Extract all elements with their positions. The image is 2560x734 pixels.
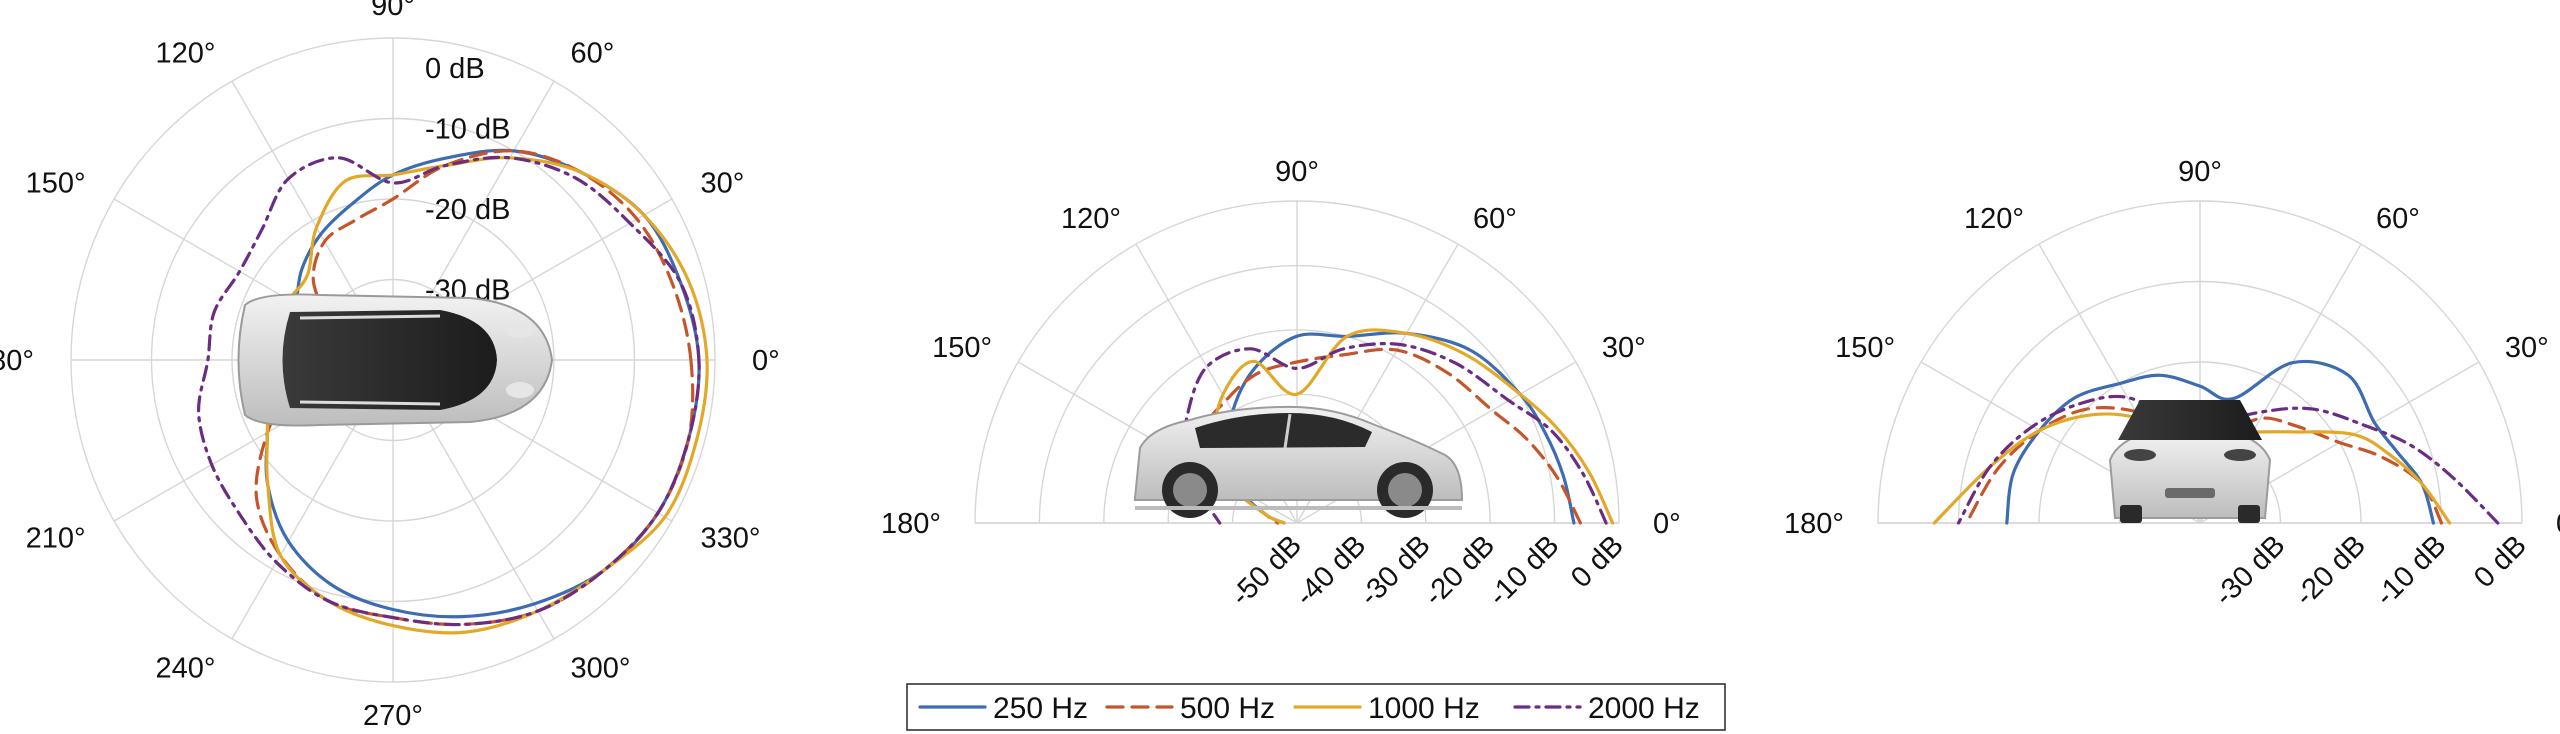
series-line-2000hz xyxy=(196,155,701,627)
theta-tick-label: 120° xyxy=(1964,203,2024,235)
theta-tick-label: 30° xyxy=(1602,332,1646,364)
theta-tick-label: 30° xyxy=(700,168,744,200)
radial-tick-label: -30 dB xyxy=(2208,529,2291,612)
grid-ring xyxy=(70,37,716,683)
grid-ring xyxy=(150,117,636,603)
grid-ring xyxy=(2038,361,2362,524)
polar-chart-side: 0°30°60°90°120°150°180°0 dB-10 dB-20 dB-… xyxy=(881,156,1681,612)
radial-tick-label: 0 dB xyxy=(425,53,485,85)
theta-tick-label: 60° xyxy=(1473,203,1517,235)
theta-tick-label: 330° xyxy=(700,523,760,555)
theta-tick-label: 270° xyxy=(363,700,423,732)
radial-tick-label: -10 dB xyxy=(2369,529,2452,612)
legend-item-2000hz: 2000 Hz xyxy=(1513,692,1700,725)
legend-label: 2000 Hz xyxy=(1588,692,1700,725)
grid-ring xyxy=(1103,329,1491,524)
legend-item-1000hz: 1000 Hz xyxy=(1293,692,1480,725)
radial-tick-label: -40 dB xyxy=(1289,529,1372,612)
theta-tick-label: 60° xyxy=(571,38,615,70)
legend-label: 250 Hz xyxy=(993,692,1088,725)
radial-tick-label: -30 dB xyxy=(1354,529,1437,612)
grid-ring xyxy=(1038,264,1556,524)
radial-tick-label: -10 dB xyxy=(425,114,510,146)
polar-chart-front: 0° 30° 60° 90° 120° 150° 180° 0 dB-10 dB-20 dB-… xyxy=(1784,156,2560,612)
radial-tick-label: -20 dB xyxy=(2289,529,2372,612)
theta-tick-label: 90° xyxy=(2178,156,2222,188)
theta-tick-label: 0° xyxy=(752,345,780,377)
series-line-250hz xyxy=(2005,359,2435,525)
legend-item-500hz: 500 Hz xyxy=(1105,692,1275,725)
legend-label: 500 Hz xyxy=(1180,692,1275,725)
legend-label: 1000 Hz xyxy=(1368,692,1480,725)
radial-tick-label: -10 dB xyxy=(1482,529,1565,612)
theta-tick-label: 150° xyxy=(26,168,86,200)
theta-tick-label: 0° xyxy=(1653,508,1681,540)
radial-tick-label: 0 dB xyxy=(1565,529,1630,594)
theta-tick-label: 150° xyxy=(932,332,992,364)
car-side-view xyxy=(1134,405,1464,518)
theta-tick-label: 0° xyxy=(2556,508,2560,540)
theta-tick-label: 90° xyxy=(371,0,415,22)
grid-ring xyxy=(1957,280,2443,524)
theta-tick-label: 300° xyxy=(571,652,631,684)
theta-tick-label: 180° xyxy=(881,508,941,540)
radial-tick-label: 0 dB xyxy=(2468,529,2533,594)
theta-tick-label: 120° xyxy=(156,38,216,70)
theta-tick-label: 180° xyxy=(1784,508,1844,540)
theta-tick-label: 150° xyxy=(1835,332,1895,364)
radial-tick-label: -20 dB xyxy=(425,194,510,226)
theta-tick-label: 90° xyxy=(1275,156,1319,188)
legend: 250 Hz 500 Hz 1000 Hz 2000 Hz xyxy=(906,683,1726,731)
grid-ring xyxy=(974,200,1620,524)
car-top-view xyxy=(237,293,554,427)
radial-tick-label: -50 dB xyxy=(1225,529,1308,612)
theta-tick-label: 30° xyxy=(2505,332,2549,364)
car-front-view xyxy=(2108,400,2272,523)
theta-tick-label: 60° xyxy=(2376,203,2420,235)
theta-tick-label: 210° xyxy=(26,523,86,555)
grid-ring xyxy=(1877,200,2523,524)
radial-tick-label: -20 dB xyxy=(1418,529,1501,612)
theta-tick-label: 240° xyxy=(156,652,216,684)
legend-item-250hz: 250 Hz xyxy=(918,692,1088,725)
theta-tick-label: 180° xyxy=(0,345,34,377)
theta-tick-label: 120° xyxy=(1061,203,1121,235)
